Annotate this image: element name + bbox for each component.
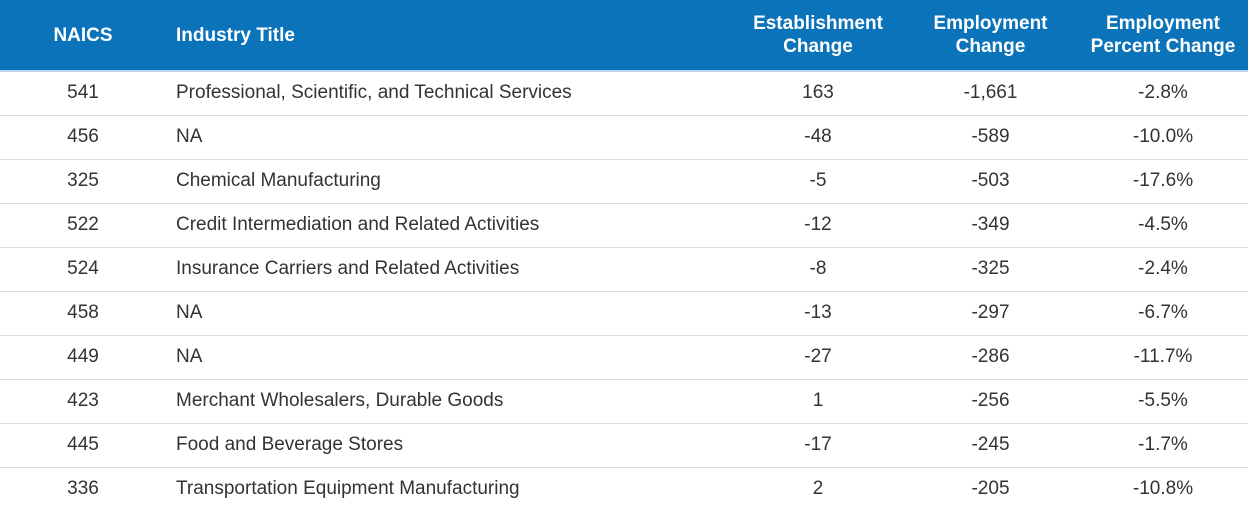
- cell-naics: 336: [67, 478, 99, 500]
- cell-industry-title: Merchant Wholesalers, Durable Goods: [176, 390, 504, 411]
- cell-employment-change: -1,661: [963, 82, 1018, 104]
- cell-employment-change: -325: [971, 258, 1010, 279]
- cell-establishment-change: -17: [804, 434, 832, 455]
- cell-establishment-change: 1: [812, 390, 824, 411]
- cell-employment-change: -286: [971, 346, 1010, 367]
- header-employment-percent-change-line1: Employment: [1105, 13, 1221, 34]
- header-employment-percent-change[interactable]: Employment Percent Change: [1078, 0, 1248, 71]
- cell-employment-change: -349: [971, 214, 1010, 235]
- cell-employment-change: -256: [971, 390, 1010, 411]
- header-industry-title[interactable]: Industry Title: [166, 0, 733, 71]
- header-employment-change-line2: Change: [955, 36, 1026, 57]
- cell-employment-percent-change: -1.7%: [1138, 434, 1188, 455]
- header-naics[interactable]: NAICS: [0, 0, 166, 71]
- cell-industry-title: NA: [176, 346, 203, 367]
- header-industry-title-label: Industry Title: [176, 24, 295, 46]
- table-row: 449 NA -27 -286 -11.7%: [0, 335, 1248, 379]
- cell-employment-percent-change: -2.8%: [1138, 82, 1188, 104]
- cell-naics: 541: [67, 82, 99, 104]
- cell-employment-percent-change: -10.8%: [1132, 478, 1194, 500]
- cell-employment-percent-change: -17.6%: [1132, 170, 1194, 191]
- table-row: 456 NA -48 -589 -10.0%: [0, 115, 1248, 159]
- cell-industry-title: Food and Beverage Stores: [176, 434, 404, 455]
- cell-naics: 325: [67, 170, 99, 191]
- cell-industry-title: Insurance Carriers and Related Activitie…: [176, 258, 520, 279]
- table-row: 524 Insurance Carriers and Related Activ…: [0, 247, 1248, 291]
- table-row: 423 Merchant Wholesalers, Durable Goods …: [0, 379, 1248, 423]
- cell-industry-title: Professional, Scientific, and Technical …: [176, 82, 572, 104]
- cell-employment-change: -245: [971, 434, 1010, 455]
- header-establishment-change-line2: Change: [783, 36, 853, 57]
- cell-naics: 524: [67, 258, 99, 279]
- cell-naics: 458: [67, 302, 99, 323]
- cell-employment-percent-change: -6.7%: [1138, 302, 1188, 323]
- cell-employment-change: -503: [971, 170, 1010, 191]
- cell-establishment-change: -13: [804, 302, 832, 323]
- cell-establishment-change: -12: [804, 214, 832, 235]
- cell-industry-title: NA: [176, 126, 203, 147]
- cell-establishment-change: -48: [804, 126, 832, 147]
- header-establishment-change[interactable]: Establishment Change: [733, 0, 903, 71]
- cell-employment-change: -589: [971, 126, 1010, 147]
- cell-employment-percent-change: -4.5%: [1138, 214, 1188, 235]
- cell-employment-percent-change: -2.4%: [1138, 258, 1188, 279]
- cell-industry-title: Chemical Manufacturing: [176, 170, 381, 191]
- cell-establishment-change: 2: [812, 478, 824, 500]
- cell-establishment-change: -8: [809, 258, 827, 279]
- cell-industry-title: NA: [176, 302, 203, 323]
- header-naics-label: NAICS: [53, 24, 113, 46]
- cell-naics: 449: [67, 346, 99, 367]
- cell-naics: 456: [67, 126, 99, 147]
- cell-employment-change: -297: [971, 302, 1010, 323]
- cell-industry-title: Transportation Equipment Manufacturing: [176, 478, 520, 500]
- cell-naics: 445: [67, 434, 99, 455]
- table-row: 458 NA -13 -297 -6.7%: [0, 291, 1248, 335]
- table-row: 325 Chemical Manufacturing -5 -503 -17.6…: [0, 159, 1248, 203]
- header-employment-change-line1: Employment: [933, 13, 1048, 34]
- cell-employment-percent-change: -10.0%: [1132, 126, 1194, 147]
- cell-naics: 522: [67, 214, 99, 235]
- table-header-row: NAICS Industry Title Establishment Chang…: [0, 0, 1248, 71]
- cell-establishment-change: 163: [802, 82, 834, 104]
- table-row: 541 Professional, Scientific, and Techni…: [0, 71, 1248, 115]
- cell-naics: 423: [67, 390, 99, 411]
- header-establishment-change-line1: Establishment: [753, 13, 883, 34]
- cell-establishment-change: -27: [804, 346, 832, 367]
- header-employment-change[interactable]: Employment Change: [903, 0, 1078, 71]
- cell-employment-percent-change: -5.5%: [1138, 390, 1188, 411]
- cell-industry-title: Credit Intermediation and Related Activi…: [176, 214, 540, 235]
- table-row: 522 Credit Intermediation and Related Ac…: [0, 203, 1248, 247]
- table-row: 445 Food and Beverage Stores -17 -245 -1…: [0, 423, 1248, 467]
- header-employment-percent-change-line2: Percent Change: [1090, 36, 1236, 57]
- table-row: 336 Transportation Equipment Manufacturi…: [0, 467, 1248, 511]
- cell-establishment-change: -5: [809, 170, 827, 191]
- cell-employment-change: -205: [971, 478, 1010, 500]
- cell-employment-percent-change: -11.7%: [1133, 346, 1193, 367]
